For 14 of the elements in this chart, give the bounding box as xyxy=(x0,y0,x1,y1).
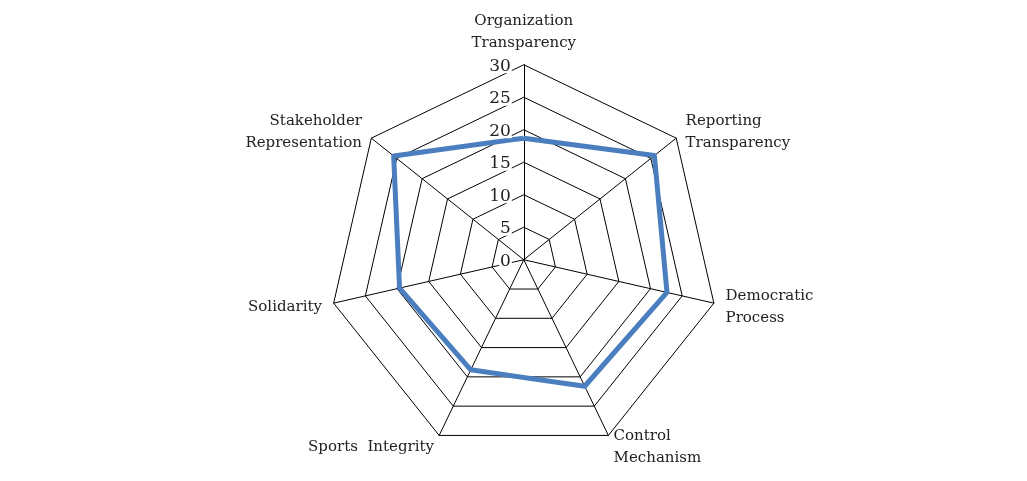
y-tick-label: 20 xyxy=(489,119,511,140)
spoke-label: Democratic Process xyxy=(725,285,814,326)
spoke-label: Solidarity xyxy=(248,296,323,315)
y-tick-label: 15 xyxy=(489,152,511,173)
spoke-label: Organization Transparency xyxy=(471,10,577,51)
y-tick-label: 25 xyxy=(489,87,511,108)
y-tick-label: 10 xyxy=(489,184,511,205)
y-tick-label: 5 xyxy=(499,217,511,238)
spoke-label: Stakeholder Representation xyxy=(245,110,363,151)
spoke-label: Control Mechanism xyxy=(613,426,702,467)
spoke-label: Reporting Transparency xyxy=(685,110,791,151)
spoke-label: Sports Integrity xyxy=(308,437,435,456)
y-tick-label: 30 xyxy=(489,54,511,75)
y-tick-label: 0 xyxy=(499,249,511,270)
